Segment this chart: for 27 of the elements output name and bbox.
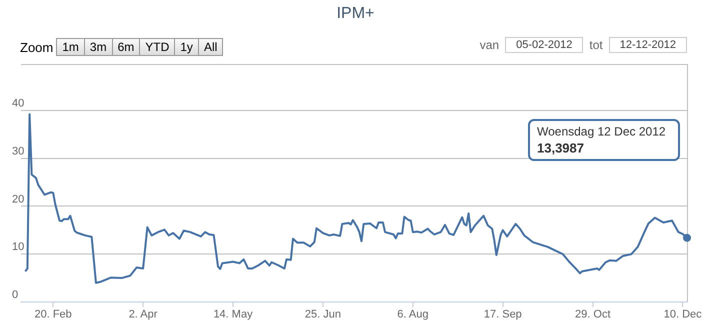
y-tick-label: 10 [12,241,24,254]
x-tick-label: 17. Sep [484,308,522,321]
text: 3m [84,38,113,56]
text: All [198,38,224,56]
annotation: 13,3987 [537,140,584,156]
text: 12-12-2012 [608,37,687,53]
chart-title: IPM+ [336,5,376,23]
text: 05-02-2012 [505,37,584,53]
x-tick-label: 6. Aug [397,308,428,321]
y-tick-label: 40 [12,97,24,110]
text: van [480,38,500,52]
x-tick-label: 2. Apr [128,308,158,321]
y-tick-label: 20 [12,193,24,206]
annotation: Woensdag 12 Dec 2012 [537,124,666,138]
text: 6m [112,38,140,56]
text: tot [589,38,603,52]
text: 1y [174,38,199,56]
x-tick-label: 20. Feb [34,308,72,321]
x-tick-label: 10. Dec [664,308,702,321]
text: YTD [139,38,176,56]
y-tick-label: 30 [12,145,24,158]
text: Zoom [20,40,54,54]
y-tick-label: 0 [12,289,18,302]
x-tick-label: 25. Jun [304,308,341,321]
x-tick-label: 29. Oct [575,308,611,321]
text: 1m [56,38,85,56]
x-tick-label: 14. May [213,308,254,321]
